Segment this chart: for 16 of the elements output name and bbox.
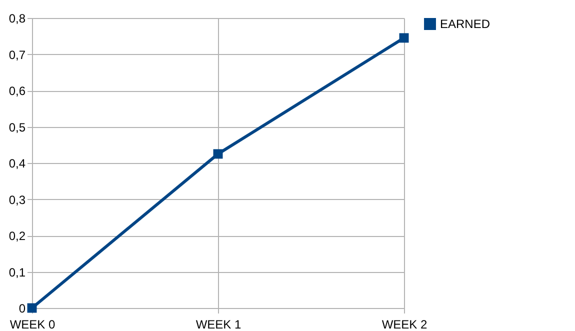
y-tick-label: 0,7 — [8, 48, 26, 62]
x-tick-label: WEEK 2 — [382, 318, 428, 331]
legend-label: EARNED — [440, 17, 490, 31]
x-tick-label: WEEK 0 — [10, 318, 56, 331]
y-tick-label: 0,3 — [8, 192, 26, 207]
point — [399, 33, 409, 43]
y-tick-label: 0,5 — [8, 120, 26, 134]
y-tick-label: 0 — [18, 302, 26, 316]
x-tick-label: WEEK 1 — [196, 318, 242, 331]
y-tick-label: 0,4 — [8, 156, 26, 170]
y-tick-label: 0,8 — [8, 12, 26, 26]
point — [27, 303, 37, 313]
y-tick-label: 0,1 — [8, 265, 26, 280]
point — [213, 149, 223, 159]
y-tick-label: 0,2 — [8, 229, 26, 243]
y-tick-label: 0,6 — [8, 84, 26, 98]
